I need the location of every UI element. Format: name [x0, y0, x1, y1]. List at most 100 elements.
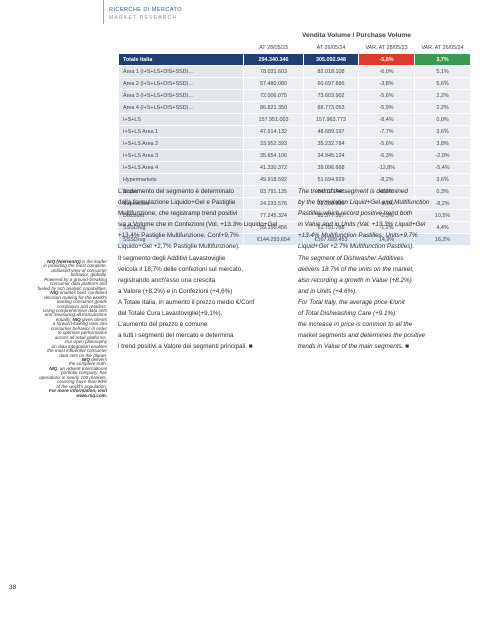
text-line: of Total Dishwashing Care (+9.1%):	[298, 310, 397, 318]
cell: 10,5%	[414, 209, 471, 222]
cell: 82.018.108	[303, 65, 359, 78]
cell: 35.232.784	[303, 137, 359, 150]
text: unbiased view of consumer	[51, 267, 107, 273]
text: , an Advent International	[57, 365, 107, 371]
table-row: Area 3 (I+S+LS+DIS+SSD)... 72.006.075 73.6…	[118, 89, 471, 102]
text: on data integration enables	[51, 343, 107, 349]
cell: 61.751.788	[303, 221, 359, 234]
row-label: I+S+LS	[118, 113, 244, 126]
sidebar-line: NIQ delivers	[4, 356, 107, 362]
cell: €144.293.654	[243, 233, 304, 246]
column-header: VAR. AT 26/05/24	[414, 42, 471, 54]
cell: -2,0%	[414, 149, 471, 162]
text-line: also recording a growth in Value (+8.2%)	[298, 276, 412, 284]
text-line: L'aumento del prezzo è comune	[118, 321, 208, 329]
sidebar-line: NIQ, an Advent International	[4, 365, 107, 371]
text-line: veicola il 18,7% delle confezioni sul me…	[118, 265, 243, 273]
text: data sets on the planet.	[59, 352, 107, 358]
cell: 85.377.387	[303, 209, 359, 222]
cell: 48.689.197	[303, 125, 359, 138]
text-line: The trend of the segment is determined	[298, 188, 408, 195]
table-row: Hypermarkets 49.918.592 51.694.929 -8,2% 3,6…	[118, 173, 471, 186]
text-line: market segments and determines the posit…	[298, 332, 426, 340]
column-header: AT 26/05/24	[303, 42, 359, 54]
cell: 88.773.053	[303, 101, 359, 114]
sidebar-line: in providing the most complete,	[4, 264, 107, 269]
row-label: Discount	[118, 209, 244, 222]
sidebar-line: a forward-looking view into	[4, 322, 107, 327]
cell: 33.952.393	[243, 137, 304, 150]
text-line: i trend positivi a Valore dei segmenti p…	[118, 343, 253, 351]
text-line: L'andamento del segmento è determinato	[118, 188, 235, 195]
text: Powered by a ground-breaking	[44, 276, 107, 282]
cell: -7,7%	[358, 125, 415, 138]
table-row: I+S+LS Area 1 47.014.132 48.689.197 -7,7% 3,…	[118, 125, 471, 138]
text: Using comprehensive data sets	[42, 307, 107, 313]
bold-text: NIQ	[72, 316, 81, 322]
row-label: SSSDrug	[118, 233, 244, 246]
text: companies and retailers.	[56, 303, 107, 309]
text-line: trends in Value of the main segments. ■	[298, 343, 410, 351]
text: the most influential consumer	[47, 348, 107, 354]
cell: 3,8%	[414, 137, 471, 150]
cell: -6,0%	[358, 65, 415, 78]
text-line: and in Units (+4.6%).	[298, 287, 357, 295]
row-label: I+S+LS Area 4	[118, 161, 244, 174]
cell: 14,9%	[358, 233, 415, 246]
sidebar-line: For more information, visit	[4, 388, 107, 393]
row-label: Area 4 (I+S+LS+DIS+SSD)...	[118, 101, 244, 114]
table-row: I+S+LS 157.951.003 157.963.773 -8,4% 0,0%	[118, 113, 471, 126]
cell: 5,6%	[414, 77, 471, 90]
text: consumer behavior in order	[51, 325, 107, 331]
cell: €167.689.453	[303, 233, 359, 246]
cell: 4,4%	[414, 221, 471, 234]
text: delivers	[89, 356, 107, 362]
table-row: Super 83.791.135 84.010.448 -8,3% 0,3%	[118, 185, 471, 198]
cell: -5,8%	[358, 53, 415, 66]
bold-text: NIQ	[81, 356, 90, 362]
cell: 57.480.080	[243, 77, 304, 90]
sidebar-line: fueled by rich analytic capabilities,	[4, 286, 107, 291]
table-row: Area 1 (I+S+LS+DIS+SSD)... 78.031.603 82.0…	[118, 65, 471, 78]
cell: 49.918.592	[243, 173, 304, 186]
sidebar-line: companies and retailers.	[4, 303, 107, 309]
text-line: Pastilles which record positive trend bo…	[298, 210, 413, 218]
cell: -5,4%	[414, 161, 471, 174]
cell: 73.603.902	[303, 89, 359, 102]
text-line: For Total Italy, the average price €/uni…	[298, 298, 405, 306]
cell: -12,8%	[358, 161, 415, 174]
bold-text: NIQ	[50, 290, 59, 296]
sidebar-line: across all retail platforms.	[4, 334, 107, 340]
cell: 5,1%	[414, 65, 471, 78]
cell: 294.340.346	[243, 53, 304, 66]
body-english: The trend of the segment is determined by…	[298, 186, 429, 352]
text: operations in nearly 100 markets,	[39, 374, 107, 380]
text: portfolio company, has	[61, 370, 107, 376]
table-title: Vendita Volume / Purchase Volume	[302, 32, 411, 39]
sidebar: NIQ (NielsenIQ) is the leader in providin…	[4, 259, 107, 398]
sidebar-line: www.niq.com.	[4, 393, 107, 398]
text: gives clients	[80, 316, 107, 322]
sidebar-line: NIQ (NielsenIQ) is the leader	[4, 259, 107, 264]
sidebar-line: consumer data platform and	[4, 281, 107, 286]
cell: -9,1%	[358, 197, 415, 210]
page-number: 38	[9, 584, 17, 591]
cell: 22.258.396	[303, 197, 359, 210]
table-row: Area 4 (I+S+LS+DIS+SSD)... 86.821.350 88.7…	[118, 101, 471, 114]
cell: -5,6%	[358, 137, 415, 150]
text-line: sia a Volume che in Confezioni (Vol. +13…	[118, 221, 278, 229]
sidebar-line: the complete truth.	[4, 362, 107, 367]
cell: 305.092.948	[303, 53, 359, 66]
text: behavior, globally.	[70, 272, 107, 278]
row-label: Area 1 (I+S+LS+DIS+SSD)...	[118, 65, 244, 78]
text: covering more than 90%	[57, 379, 107, 385]
row-label: Hypermarkets	[118, 173, 244, 186]
table-row: I+S+LS Area 4 41.330.372 39.096.668 -12,8% -…	[118, 161, 471, 174]
sidebar-line: operations in nearly 100 markets,	[4, 374, 107, 380]
cell: 34.945.124	[303, 149, 359, 162]
text-line: Multifunzione, che registramp trend posi…	[118, 210, 238, 218]
text: across all retail platforms.	[54, 334, 107, 340]
text-line: by the formulation Liquid+Gel and Multif…	[298, 199, 430, 207]
cell: -5,9%	[358, 101, 415, 114]
